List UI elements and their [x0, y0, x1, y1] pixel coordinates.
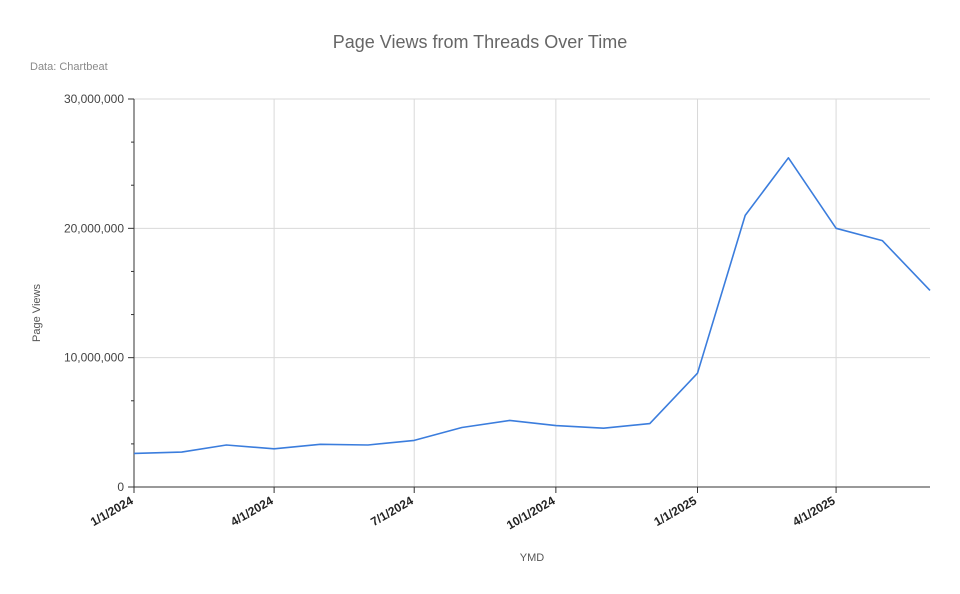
y-tick-label: 10,000,000: [64, 351, 124, 365]
series-layer: [133, 157, 931, 455]
y-tick-label: 20,000,000: [64, 221, 124, 235]
chart-subtitle: Data: Chartbeat: [30, 61, 108, 73]
y-axis-ticks: 0 10,000,000 20,000,000 30,000,000: [64, 92, 124, 494]
y-tick-label: 0: [117, 480, 124, 494]
axes: [128, 98, 930, 493]
y-axis-label: Page Views: [31, 284, 43, 342]
y-tick-label: 30,000,000: [64, 92, 124, 106]
x-tick-label: 10/1/2024: [504, 493, 558, 532]
series-line: [133, 157, 931, 455]
chart-title: Page Views from Threads Over Time: [333, 32, 627, 52]
x-tick-label: 1/1/2025: [652, 493, 700, 529]
x-tick-label: 4/1/2025: [790, 493, 838, 529]
x-tick-label: 1/1/2024: [88, 493, 136, 529]
x-axis-label: YMD: [520, 552, 545, 564]
x-tick-label: 7/1/2024: [368, 493, 416, 529]
gridlines: [134, 98, 930, 487]
x-tick-label: 4/1/2024: [228, 493, 276, 529]
x-axis-ticks: 1/1/2024 4/1/2024 7/1/2024 10/1/2024 1/1/202…: [88, 493, 838, 532]
